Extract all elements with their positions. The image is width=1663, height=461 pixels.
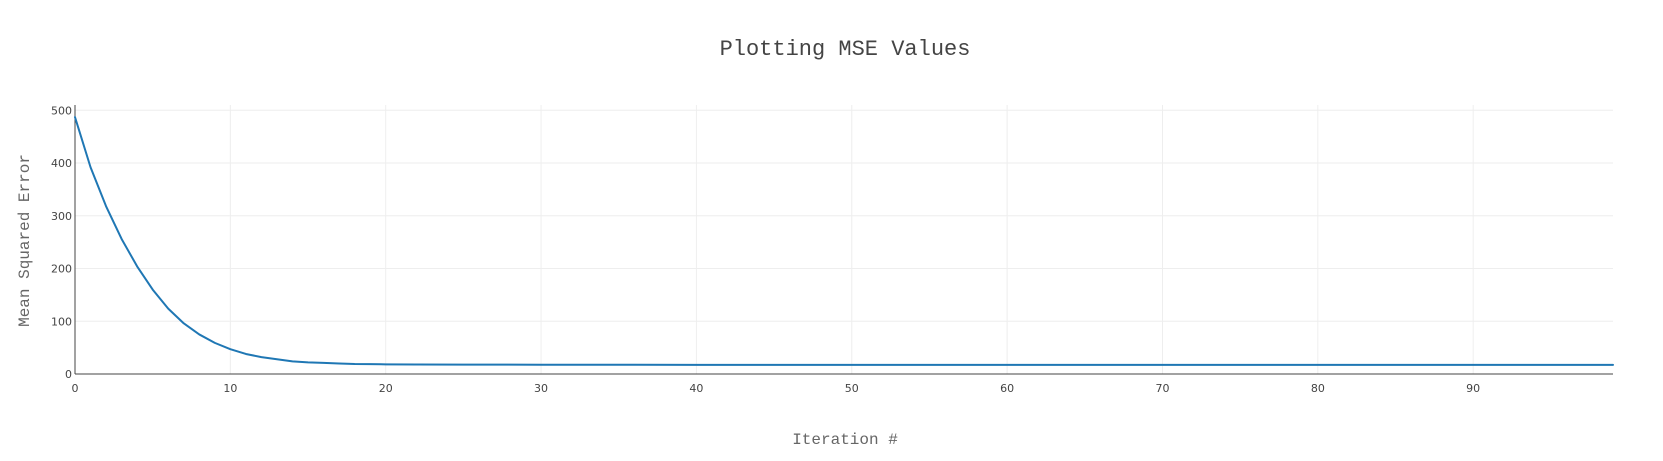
x-axis-title: Iteration #: [792, 431, 898, 449]
chart-title: Plotting MSE Values: [720, 37, 971, 62]
x-tick-label: 80: [1311, 382, 1325, 395]
x-tick-label: 0: [72, 382, 79, 395]
y-tick-label: 500: [51, 104, 72, 117]
x-tick-label: 50: [845, 382, 859, 395]
y-tick-label: 100: [51, 315, 72, 328]
mse-series-line: [74, 116, 1614, 366]
x-tick-label: 20: [379, 382, 393, 395]
series-layer: [74, 116, 1614, 366]
x-tick-label: 90: [1466, 382, 1480, 395]
y-tick-labels: 0 100 200 300 400 500: [51, 104, 72, 381]
axes: [74, 105, 1613, 375]
y-axis-title: Mean Squared Error: [16, 154, 34, 327]
x-tick-label: 60: [1000, 382, 1014, 395]
y-tick-label: 400: [51, 157, 72, 170]
x-tick-label: 70: [1155, 382, 1169, 395]
y-tick-label: 200: [51, 263, 72, 276]
x-tick-labels: 0 10 20 30 40 50 60 70 80 90: [72, 382, 1481, 395]
grid: [75, 105, 1613, 374]
y-tick-label: 0: [65, 368, 72, 381]
x-tick-label: 40: [689, 382, 703, 395]
y-tick-label: 300: [51, 210, 72, 223]
x-tick-label: 10: [223, 382, 237, 395]
x-tick-label: 30: [534, 382, 548, 395]
